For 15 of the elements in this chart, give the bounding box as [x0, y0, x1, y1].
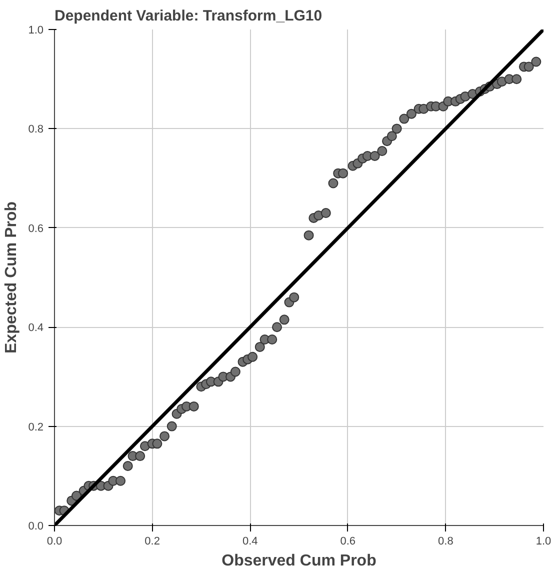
chart-title: Dependent Variable: Transform_LG10: [54, 8, 322, 24]
y-tick-label: 1.0: [28, 24, 44, 36]
y-tick-label: 0.4: [28, 322, 44, 334]
x-tick-label: 0.6: [340, 536, 356, 548]
x-tick-label: 1.0: [536, 536, 552, 548]
y-tick-label: 0.6: [28, 222, 44, 235]
y-axis-title: Expected Cum Prob: [3, 201, 20, 354]
x-axis-title: Observed Cum Prob: [222, 552, 377, 570]
x-tick-label: 0.8: [438, 536, 454, 548]
y-tick-label: 0.0: [28, 520, 44, 532]
x-tick-label: 0.4: [242, 536, 258, 548]
y-tick-label: 0.8: [28, 124, 44, 136]
x-tick-label: 0.2: [144, 536, 160, 548]
x-tick-label: 0.0: [46, 536, 62, 548]
y-tick-label: 0.2: [28, 421, 44, 434]
